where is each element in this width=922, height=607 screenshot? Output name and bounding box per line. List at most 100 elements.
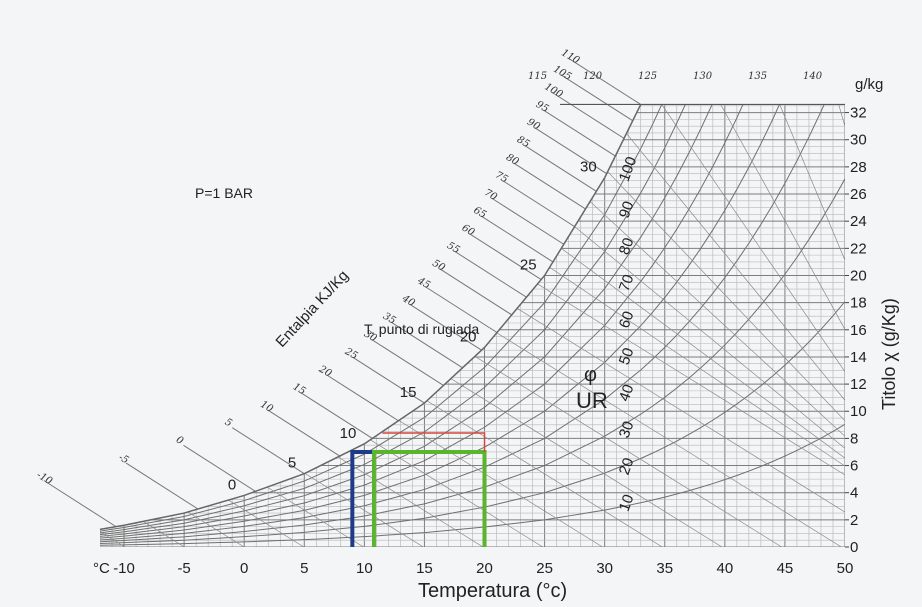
x-tick-label: -5 <box>177 560 190 577</box>
y-tick-label: 10 <box>850 403 867 420</box>
x-tick-label: 5 <box>300 560 308 577</box>
rh-label: 60 <box>616 309 638 330</box>
y-tick-label: 32 <box>850 105 867 122</box>
rh-curve <box>100 104 845 536</box>
enthalpy-guide <box>267 409 341 457</box>
y-tick-label: 6 <box>850 458 858 475</box>
rh-curve <box>100 301 845 544</box>
enthalpy-line <box>897 99 922 547</box>
rh-label: 10 <box>616 492 638 513</box>
enthalpy-label: 65 <box>471 205 488 221</box>
enthalpy-label: 55 <box>445 240 462 256</box>
enthalpy-label: 130 <box>693 71 713 82</box>
saturation-temp-label: 30 <box>580 159 597 176</box>
enthalpy-guide <box>502 180 575 228</box>
pressure-note: P=1 BAR <box>195 185 253 201</box>
rh-curve <box>100 104 845 541</box>
enthalpy-guide <box>232 427 305 475</box>
rh-curve <box>100 423 845 546</box>
y-tick-label: 24 <box>850 213 867 230</box>
rh-curve <box>100 104 845 534</box>
y-tick-label: 14 <box>850 349 867 366</box>
y-tick-label: 0 <box>850 539 858 556</box>
enthalpy-guide <box>513 162 586 210</box>
rh-label: 80 <box>616 236 638 257</box>
enthalpy-guide <box>454 250 527 298</box>
enthalpy-guide <box>409 303 482 351</box>
enthalpy-guide <box>543 109 616 157</box>
x-axis-title: Temperatura (°c) <box>418 580 567 602</box>
enthalpy-label: 115 <box>528 71 547 82</box>
enthalpy-label: 135 <box>748 71 767 82</box>
x-unit-label: °C <box>93 560 110 577</box>
enthalpy-line <box>100 104 185 548</box>
enthalpy-guide <box>491 197 565 245</box>
enthalpy-guide <box>371 339 444 386</box>
x-tick-label: 0 <box>240 560 248 577</box>
label-layer: -10 -5 0 5 10 15 20 25 30 35 40 45 50024681012141618… <box>35 48 867 577</box>
x-tick-label: 25 <box>536 560 553 577</box>
rh-label: 90 <box>616 199 638 220</box>
enthalpy-axis-label: Entalpia KJ/Kg <box>272 267 352 351</box>
x-tick-label: 45 <box>777 560 794 577</box>
highlight-path <box>371 449 487 547</box>
y-unit-label: g/kg <box>855 76 883 93</box>
dewpoint-label: T. punto di rugiada <box>364 321 479 337</box>
enthalpy-guide <box>43 480 117 528</box>
enthalpy-guide <box>390 321 463 369</box>
enthalpy-label: 100 <box>543 81 566 100</box>
highlight-layer <box>350 432 487 547</box>
rh-label: 20 <box>616 456 638 477</box>
saturation-temp-label: 5 <box>288 455 296 472</box>
y-axis-title: Titolo χ (g/Kg) <box>879 298 899 410</box>
enthalpy-label: 125 <box>638 71 657 82</box>
enthalpy-line <box>538 104 845 548</box>
y-tick-label: 2 <box>850 512 858 529</box>
chart-grid <box>100 99 922 548</box>
enthalpy-guide <box>326 374 399 422</box>
enthalpy-label: 0 <box>174 434 186 447</box>
enthalpy-guide <box>125 462 199 510</box>
rh-curve <box>100 104 845 532</box>
enthalpy-line <box>597 104 845 548</box>
x-tick-label: 50 <box>837 560 854 577</box>
enthalpy-line <box>717 104 845 548</box>
enthalpy-guide <box>551 91 625 139</box>
enthalpy-line <box>100 104 125 548</box>
y-tick-label: 28 <box>850 159 867 176</box>
enthalpy-guide <box>183 444 256 492</box>
y-tick-label: 12 <box>850 376 867 393</box>
enthalpy-guide <box>524 144 597 192</box>
enthalpy-label: 75 <box>493 170 510 186</box>
rh-symbol: φ <box>584 364 597 386</box>
enthalpy-label: 140 <box>803 71 823 82</box>
enthalpy-guide <box>480 215 554 263</box>
y-tick-label: 18 <box>850 295 867 312</box>
highlight-path <box>382 432 486 452</box>
x-tick-label: 15 <box>416 560 433 577</box>
rh-label: 70 <box>616 272 638 293</box>
enthalpy-label: 35 <box>381 311 398 327</box>
rh-curve <box>100 178 845 543</box>
rh-label: 50 <box>616 346 638 367</box>
saturation-curve <box>99 104 642 531</box>
enthalpy-guide <box>300 391 373 439</box>
enthalpy-label: 105 <box>551 64 573 83</box>
x-tick-label: 40 <box>716 560 733 577</box>
enthalpy-label: 5 <box>223 417 234 430</box>
y-tick-label: 8 <box>850 430 858 447</box>
rh-label: UR <box>576 388 608 413</box>
enthalpy-label: 120 <box>583 71 603 82</box>
saturation-temp-label: 25 <box>520 256 537 273</box>
saturation-temp-label: 10 <box>340 425 357 442</box>
y-tick-label: 26 <box>850 186 867 203</box>
x-tick-label: 30 <box>596 560 613 577</box>
x-tick-label: -10 <box>113 560 135 577</box>
y-tick-label: 20 <box>850 267 867 284</box>
saturation-temp-label: 20 <box>460 328 477 345</box>
enthalpy-guide <box>352 356 425 404</box>
y-tick-label: 16 <box>850 322 867 339</box>
enthalpy-line <box>100 104 424 548</box>
